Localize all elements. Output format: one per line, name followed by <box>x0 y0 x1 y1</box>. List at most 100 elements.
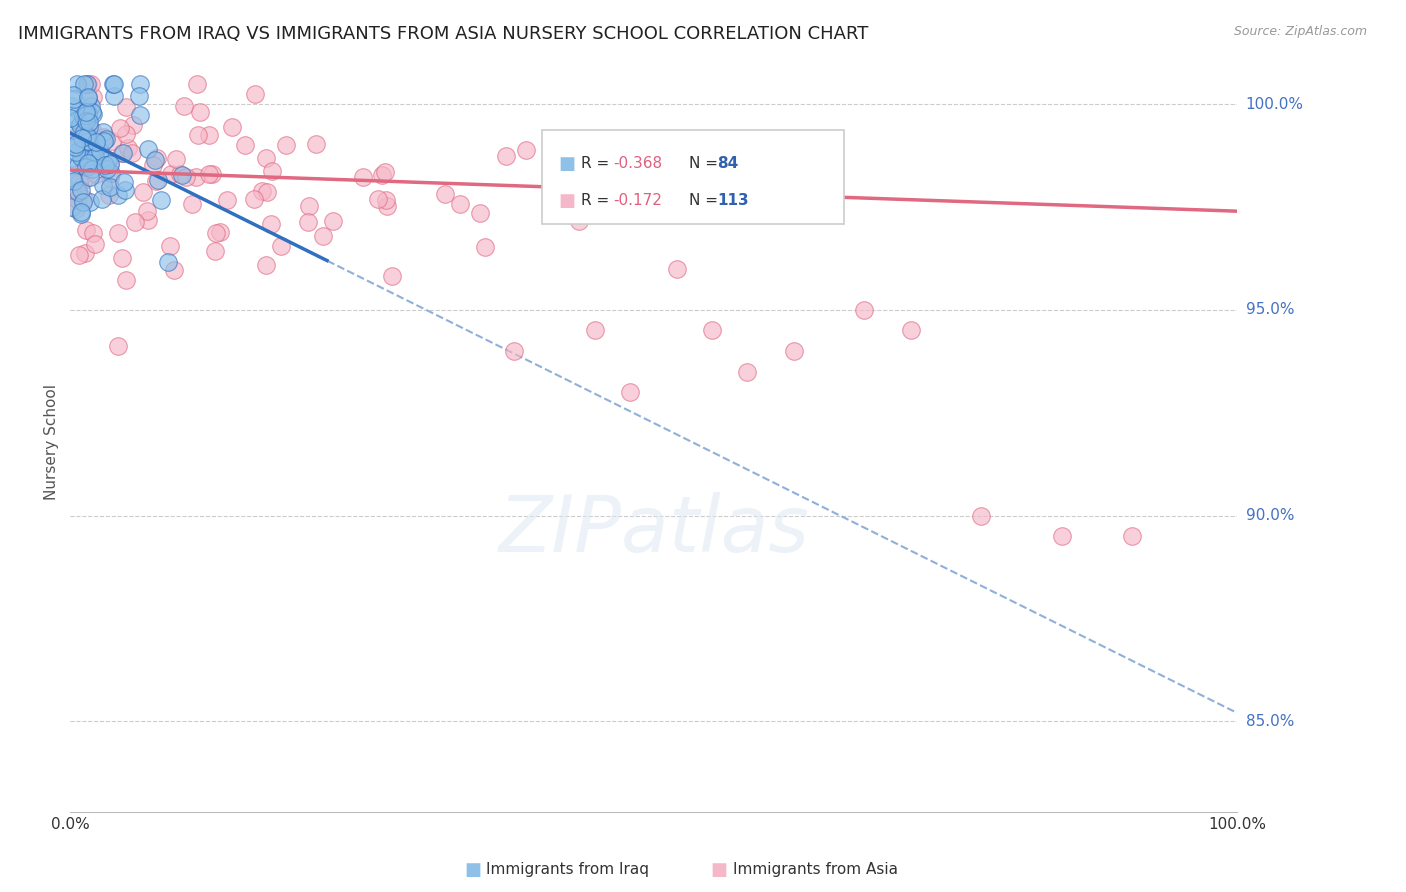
Point <box>73 246 96 260</box>
Point <box>60 152 83 166</box>
Point <box>86 140 108 154</box>
Point <box>83 139 105 153</box>
Point <box>96 132 118 146</box>
Point <box>82 122 104 136</box>
Point <box>79 195 101 210</box>
Point <box>60 98 83 112</box>
Point <box>188 105 211 120</box>
Text: 85.0%: 85.0% <box>1246 714 1294 729</box>
Point <box>305 137 328 152</box>
Point <box>298 199 321 213</box>
Point <box>312 229 335 244</box>
Text: ZIPatlas: ZIPatlas <box>498 492 810 568</box>
Text: IMMIGRANTS FROM IRAQ VS IMMIGRANTS FROM ASIA NURSERY SCHOOL CORRELATION CHART: IMMIGRANTS FROM IRAQ VS IMMIGRANTS FROM … <box>18 25 869 43</box>
Point <box>62 87 84 102</box>
Point <box>160 167 183 181</box>
Point <box>73 112 96 127</box>
Point <box>375 193 398 207</box>
Point <box>67 103 90 118</box>
Text: 95.0%: 95.0% <box>1246 302 1294 318</box>
Point <box>187 128 209 143</box>
Point <box>121 145 143 160</box>
Point <box>208 225 231 239</box>
Point <box>969 508 991 523</box>
Text: 100.0%: 100.0% <box>1246 96 1303 112</box>
Point <box>468 206 491 220</box>
Point <box>128 88 150 103</box>
Text: Immigrants from Iraq: Immigrants from Iraq <box>486 863 650 877</box>
Point <box>502 344 524 359</box>
Point <box>70 150 93 164</box>
Point <box>543 182 565 196</box>
Point <box>73 125 96 139</box>
Point <box>201 167 224 181</box>
Point <box>72 77 94 91</box>
Text: ■: ■ <box>710 861 727 879</box>
Point <box>63 174 86 188</box>
Point <box>72 195 94 210</box>
Point <box>449 196 471 211</box>
Point <box>75 138 97 153</box>
Point <box>75 113 97 128</box>
Point <box>243 192 266 206</box>
Point <box>169 168 191 182</box>
Point <box>98 157 121 171</box>
Point <box>84 237 107 252</box>
Text: ■: ■ <box>558 154 575 172</box>
Text: ■: ■ <box>558 192 575 210</box>
Point <box>75 108 97 122</box>
Point <box>84 150 107 164</box>
Point <box>69 205 91 219</box>
Point <box>70 183 93 197</box>
Point <box>352 169 374 184</box>
Point <box>76 89 98 103</box>
Point <box>702 324 724 338</box>
Point <box>73 192 96 206</box>
Point <box>783 344 806 359</box>
Point <box>852 302 875 317</box>
Point <box>129 107 152 121</box>
Point <box>114 127 136 141</box>
Point <box>76 77 98 91</box>
Point <box>103 77 125 91</box>
Point <box>67 130 90 145</box>
Point <box>69 119 91 133</box>
Point <box>67 175 90 189</box>
Point <box>274 137 297 152</box>
Point <box>146 151 169 165</box>
Point <box>89 140 111 154</box>
Point <box>65 175 87 189</box>
Y-axis label: Nursery School: Nursery School <box>44 384 59 500</box>
Point <box>132 185 155 199</box>
Point <box>107 339 129 353</box>
Point <box>80 104 103 119</box>
Point <box>215 194 238 208</box>
Point <box>82 227 104 241</box>
Point <box>260 164 283 178</box>
Point <box>77 120 100 134</box>
Point <box>65 145 87 159</box>
Point <box>66 193 89 207</box>
Point <box>375 199 398 213</box>
Point <box>63 140 86 154</box>
Point <box>138 142 160 156</box>
Point <box>73 173 96 187</box>
Point <box>76 107 98 121</box>
Point <box>93 125 115 139</box>
Point <box>82 107 104 121</box>
Point <box>77 134 100 148</box>
Point <box>136 213 159 227</box>
Point <box>260 217 283 231</box>
Point <box>101 77 124 91</box>
Text: 113: 113 <box>717 194 749 209</box>
Point <box>198 167 221 181</box>
Point <box>69 144 91 158</box>
Point <box>270 239 292 253</box>
Point <box>181 197 204 211</box>
Text: Immigrants from Asia: Immigrants from Asia <box>733 863 897 877</box>
Point <box>96 162 118 177</box>
Point <box>198 128 221 143</box>
Point <box>117 140 139 154</box>
Point <box>159 239 181 253</box>
Text: Source: ZipAtlas.com: Source: ZipAtlas.com <box>1233 25 1367 38</box>
